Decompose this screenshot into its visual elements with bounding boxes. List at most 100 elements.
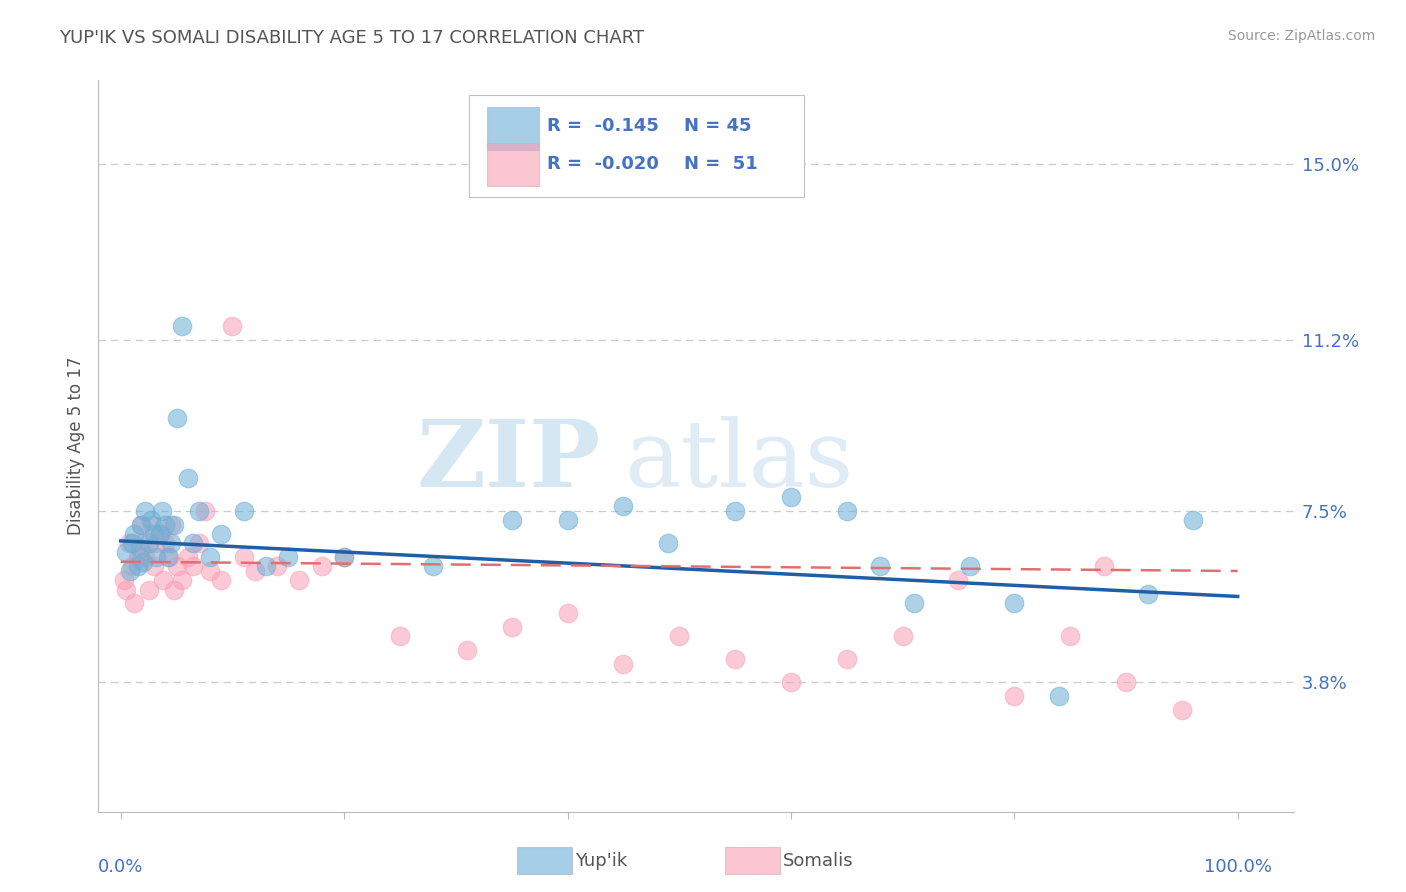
Point xyxy=(145,536,167,550)
Point xyxy=(668,629,690,643)
Point xyxy=(134,504,156,518)
Text: Yup'ik: Yup'ik xyxy=(575,852,627,870)
Point xyxy=(138,536,160,550)
FancyBboxPatch shape xyxy=(470,95,804,197)
Point xyxy=(115,545,138,559)
Point xyxy=(1059,629,1081,643)
Point xyxy=(232,504,254,518)
Point xyxy=(209,527,232,541)
Point xyxy=(177,471,200,485)
Point xyxy=(869,559,891,574)
Point xyxy=(612,499,634,513)
Text: 100.0%: 100.0% xyxy=(1204,858,1271,876)
Point xyxy=(1115,675,1137,690)
Point xyxy=(160,517,183,532)
Point xyxy=(1137,587,1160,601)
Text: 0.0%: 0.0% xyxy=(98,858,143,876)
Point xyxy=(122,527,145,541)
FancyBboxPatch shape xyxy=(486,144,540,186)
Point xyxy=(780,675,803,690)
Point xyxy=(221,318,243,333)
Point xyxy=(657,536,679,550)
Point xyxy=(127,559,149,574)
Point xyxy=(163,517,186,532)
Text: atlas: atlas xyxy=(624,416,853,506)
Point xyxy=(835,504,858,518)
Point xyxy=(115,582,138,597)
Text: Somalis: Somalis xyxy=(783,852,853,870)
Point xyxy=(172,574,194,588)
Point xyxy=(835,652,858,666)
Text: R =  -0.145: R = -0.145 xyxy=(547,118,658,136)
Point xyxy=(1002,596,1025,610)
Point xyxy=(149,527,172,541)
Point xyxy=(139,513,162,527)
Point xyxy=(143,559,166,574)
Y-axis label: Disability Age 5 to 17: Disability Age 5 to 17 xyxy=(66,357,84,535)
Point xyxy=(132,536,155,550)
Point xyxy=(388,629,411,643)
Point xyxy=(122,596,145,610)
Point xyxy=(557,513,579,527)
Point xyxy=(156,550,179,565)
Point xyxy=(177,550,200,565)
Point xyxy=(155,517,177,532)
Text: ZIP: ZIP xyxy=(416,416,600,506)
Point xyxy=(243,564,266,578)
Point xyxy=(266,559,288,574)
Point xyxy=(132,555,155,569)
Point xyxy=(134,550,156,565)
Point xyxy=(128,541,150,555)
Point xyxy=(1171,703,1194,717)
Point xyxy=(127,550,149,565)
Point xyxy=(612,657,634,671)
Point xyxy=(501,619,523,633)
Point xyxy=(232,550,254,565)
Point xyxy=(198,550,221,565)
FancyBboxPatch shape xyxy=(486,107,540,150)
Point xyxy=(129,517,152,532)
Point xyxy=(172,318,194,333)
Point xyxy=(187,536,209,550)
Point xyxy=(1182,513,1205,527)
Point xyxy=(145,550,167,565)
Point xyxy=(724,504,747,518)
Point xyxy=(333,550,356,565)
Point xyxy=(288,574,311,588)
Point xyxy=(948,574,970,588)
Point xyxy=(160,536,183,550)
Point xyxy=(157,550,180,565)
Point xyxy=(141,517,163,532)
Point xyxy=(121,536,143,550)
Point xyxy=(166,411,188,425)
Point xyxy=(1047,689,1070,703)
Point xyxy=(1002,689,1025,703)
Point xyxy=(891,629,914,643)
Point xyxy=(193,504,215,518)
Point xyxy=(129,517,152,532)
Point xyxy=(183,559,205,574)
Point xyxy=(143,527,166,541)
Point xyxy=(152,574,174,588)
Point xyxy=(138,582,160,597)
Text: YUP'IK VS SOMALI DISABILITY AGE 5 TO 17 CORRELATION CHART: YUP'IK VS SOMALI DISABILITY AGE 5 TO 17 … xyxy=(59,29,644,46)
Point xyxy=(277,550,299,565)
Point xyxy=(198,564,221,578)
Point xyxy=(1092,559,1115,574)
Point xyxy=(209,574,232,588)
Point xyxy=(311,559,333,574)
Point xyxy=(117,536,139,550)
Point xyxy=(166,559,188,574)
Point xyxy=(155,536,177,550)
Point xyxy=(903,596,925,610)
Point xyxy=(149,527,172,541)
Point xyxy=(187,504,209,518)
Point xyxy=(128,550,150,565)
Point xyxy=(780,490,803,504)
Point xyxy=(118,564,141,578)
Point xyxy=(163,582,186,597)
Point xyxy=(959,559,981,574)
Point xyxy=(183,536,205,550)
Point xyxy=(456,642,478,657)
Point xyxy=(112,574,135,588)
